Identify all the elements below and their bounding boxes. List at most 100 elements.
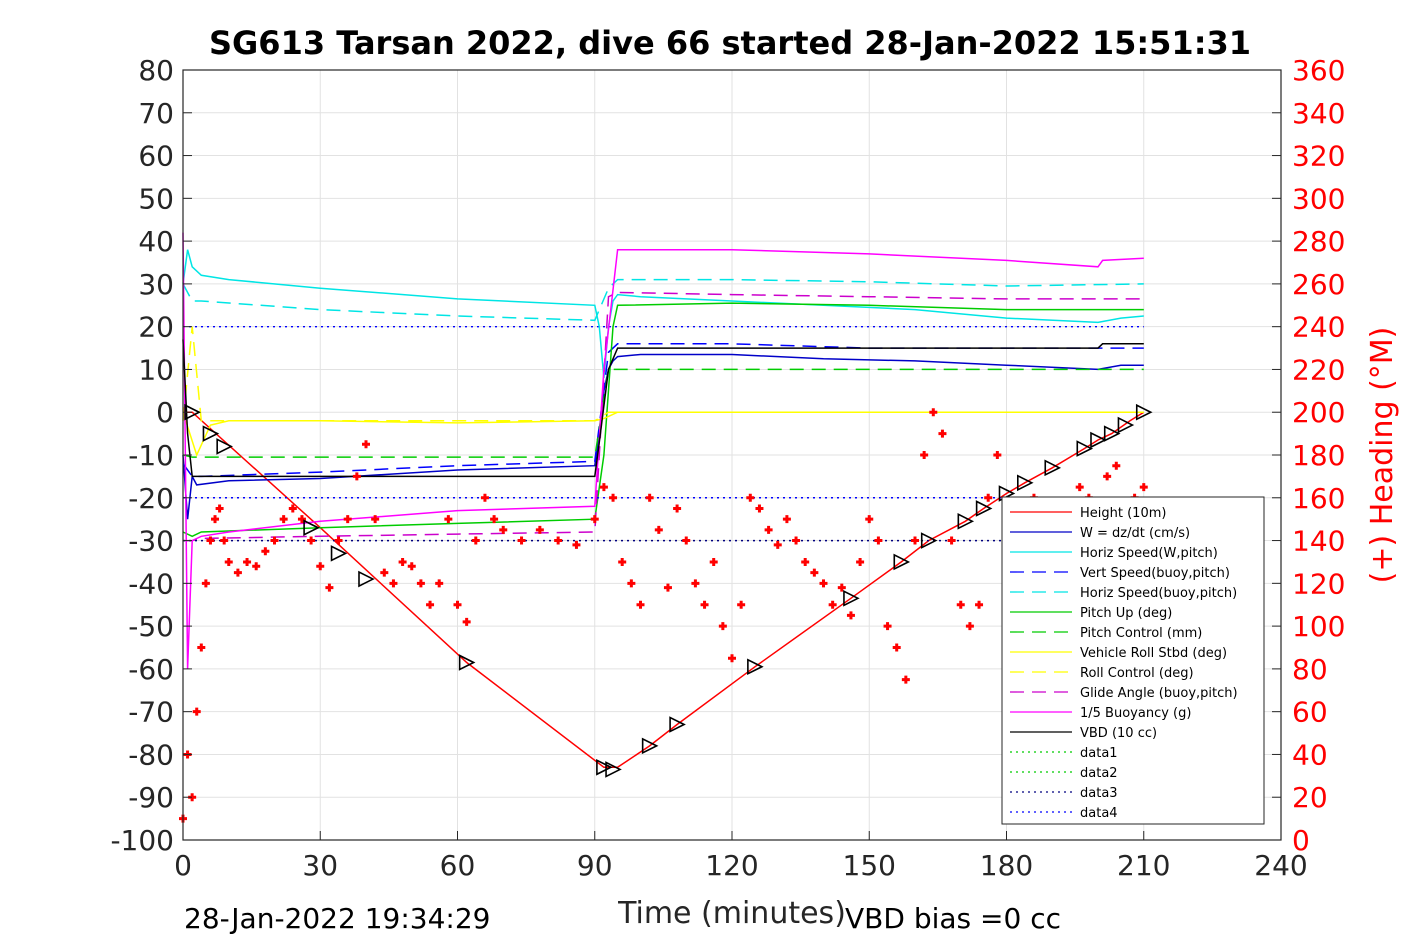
height-marker xyxy=(596,758,613,776)
legend-label: Horiz Speed(buoy,pitch) xyxy=(1080,586,1237,601)
x-tick-label: 90 xyxy=(577,849,613,882)
y-tick-label: 20 xyxy=(138,311,174,344)
heading-point xyxy=(307,536,316,545)
legend-label: data4 xyxy=(1080,806,1118,821)
height-marker xyxy=(1103,425,1121,442)
heading-point xyxy=(426,600,435,609)
height-marker xyxy=(358,570,375,588)
heading-point xyxy=(270,536,279,545)
heading-point xyxy=(810,568,819,577)
heading-point xyxy=(636,600,645,609)
heading-point xyxy=(535,525,544,534)
height-marker xyxy=(893,553,911,571)
y-right-tick-label: 320 xyxy=(1292,140,1345,173)
heading-point xyxy=(856,557,865,566)
legend-label: data1 xyxy=(1080,746,1118,761)
vbd-bias-footer: VBD bias =0 cc xyxy=(845,902,1061,935)
heading-point xyxy=(490,515,499,524)
heading-point xyxy=(197,643,206,652)
y-tick-label: -30 xyxy=(128,525,174,558)
x-axis-label: Time (minutes) xyxy=(617,896,846,931)
heading-point xyxy=(965,622,974,631)
heading-point xyxy=(261,547,270,556)
x-tick-label: 210 xyxy=(1117,849,1170,882)
x-tick-label: 120 xyxy=(705,849,758,882)
axis-ticks xyxy=(182,69,1282,841)
series-line-8 xyxy=(182,326,1144,422)
height-marker xyxy=(1135,403,1153,421)
heading-point xyxy=(517,536,526,545)
height-marker xyxy=(458,654,476,671)
heading-point xyxy=(471,536,480,545)
heading-point xyxy=(746,493,755,502)
y-right-tick-label: 360 xyxy=(1292,54,1345,87)
heading-point xyxy=(718,622,727,631)
heading-point xyxy=(453,600,462,609)
heading-point xyxy=(297,515,306,524)
height-marker xyxy=(1117,416,1135,434)
legend-label: Pitch Control (mm) xyxy=(1080,626,1202,641)
heading-point xyxy=(947,536,956,545)
y-right-tick-label: 100 xyxy=(1292,610,1345,643)
y-right-tick-label: 80 xyxy=(1292,653,1328,686)
heading-point xyxy=(362,440,370,449)
heading-point xyxy=(618,557,627,566)
y-tick-label: 0 xyxy=(156,396,174,429)
height-marker xyxy=(957,513,975,530)
heading-point xyxy=(609,493,618,502)
height-marker xyxy=(975,500,993,517)
y-tick-label: 60 xyxy=(138,140,174,173)
heading-point xyxy=(201,579,210,588)
series-line-6 xyxy=(182,368,1144,458)
series-lines xyxy=(182,232,1145,769)
height-marker xyxy=(1044,459,1062,477)
heading-point xyxy=(782,515,791,524)
legend-label: Roll Control (deg) xyxy=(1080,666,1194,681)
heading-point xyxy=(975,600,984,609)
y-tick-label: 10 xyxy=(138,353,174,386)
heading-point xyxy=(316,562,325,571)
height-marker xyxy=(202,425,220,442)
heading-point xyxy=(654,525,663,534)
y-right-tick-label: 20 xyxy=(1292,781,1328,814)
heading-point xyxy=(1112,461,1121,470)
heading-point xyxy=(325,583,334,592)
legend-label: Glide Angle (buoy,pitch) xyxy=(1080,686,1238,701)
x-tick-labels: 0 30 60 90 120 150 180 210 240 xyxy=(174,849,1308,882)
height-marker xyxy=(605,761,622,778)
y-right-tick-label: 140 xyxy=(1292,525,1345,558)
heading-point xyxy=(929,408,938,417)
heading-point xyxy=(993,451,1002,459)
y-tick-label: -60 xyxy=(128,653,174,686)
heading-point xyxy=(645,493,654,502)
heading-point xyxy=(627,579,636,588)
heading-point xyxy=(211,515,220,524)
y-tick-label: -50 xyxy=(128,610,174,643)
height-markers xyxy=(184,403,1153,778)
height-marker xyxy=(303,519,320,537)
y-tick-label: 40 xyxy=(138,225,174,258)
heading-point xyxy=(243,557,252,566)
y-tick-label: 30 xyxy=(138,268,174,301)
heading-point xyxy=(215,504,224,513)
heading-point xyxy=(389,579,398,588)
heading-point xyxy=(874,536,883,545)
legend-label: Pitch Up (deg) xyxy=(1080,606,1172,621)
heading-point xyxy=(590,515,599,524)
height-marker xyxy=(1090,431,1107,449)
heading-point xyxy=(901,675,910,684)
heading-point xyxy=(343,515,352,524)
heading-point xyxy=(444,515,453,524)
heading-point xyxy=(801,557,810,566)
heading-point xyxy=(837,583,846,592)
height-marker xyxy=(920,532,938,549)
y-right-tick-label: 160 xyxy=(1292,482,1345,515)
heading-point xyxy=(352,472,361,481)
heading-point xyxy=(700,600,709,609)
heading-point xyxy=(380,568,389,577)
y-right-tick-labels: 3603403203002802602402202001801601401201… xyxy=(1292,54,1345,857)
heading-point xyxy=(192,707,201,716)
y-right-tick-label: 240 xyxy=(1292,311,1345,344)
heading-point xyxy=(755,504,764,513)
y-tick-label: -40 xyxy=(128,567,174,600)
